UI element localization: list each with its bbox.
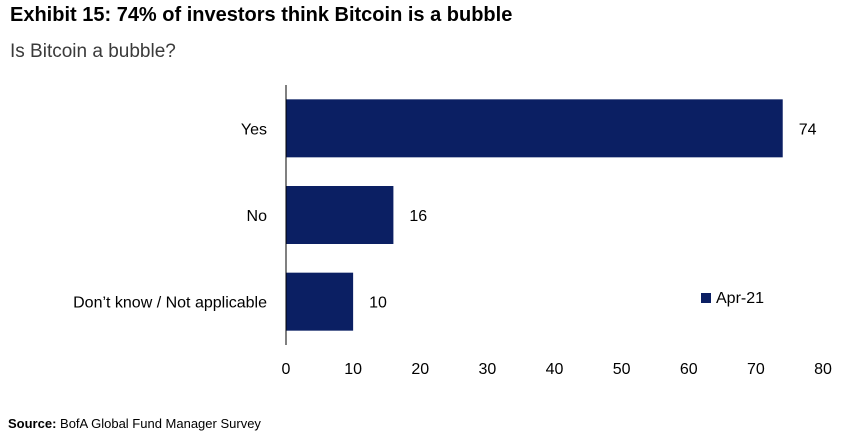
- category-label-no: No: [247, 208, 268, 225]
- category-label-yes: Yes: [241, 121, 267, 138]
- x-tick-label-70: 70: [747, 361, 765, 378]
- x-tick-label-60: 60: [680, 361, 698, 378]
- bar-don-t-know-not-applicable: [286, 272, 354, 331]
- source-label: Source:: [8, 416, 57, 431]
- bar-yes: [286, 99, 783, 158]
- x-tick-label-80: 80: [814, 361, 832, 378]
- legend-swatch: [701, 293, 711, 303]
- data-label-yes: 74: [799, 121, 817, 138]
- x-tick-label-40: 40: [546, 361, 564, 378]
- x-tick-label-20: 20: [411, 361, 429, 378]
- legend-label: Apr-21: [716, 290, 764, 307]
- data-label-don-t-know-not-applicable: 10: [369, 295, 387, 312]
- chart-subtitle: Is Bitcoin a bubble?: [10, 41, 176, 62]
- chart-title: Exhibit 15: 74% of investors think Bitco…: [10, 4, 513, 26]
- category-label-don-t-know-not-applicable: Don’t know / Not applicable: [73, 295, 267, 312]
- data-label-no: 16: [409, 208, 427, 225]
- x-tick-label-0: 0: [282, 361, 291, 378]
- x-tick-label-10: 10: [344, 361, 362, 378]
- bar-no: [286, 186, 394, 244]
- source-note: Source: BofA Global Fund Manager Survey: [8, 416, 261, 431]
- source-text: BofA Global Fund Manager Survey: [60, 416, 261, 431]
- x-tick-label-30: 30: [478, 361, 496, 378]
- x-tick-label-50: 50: [613, 361, 631, 378]
